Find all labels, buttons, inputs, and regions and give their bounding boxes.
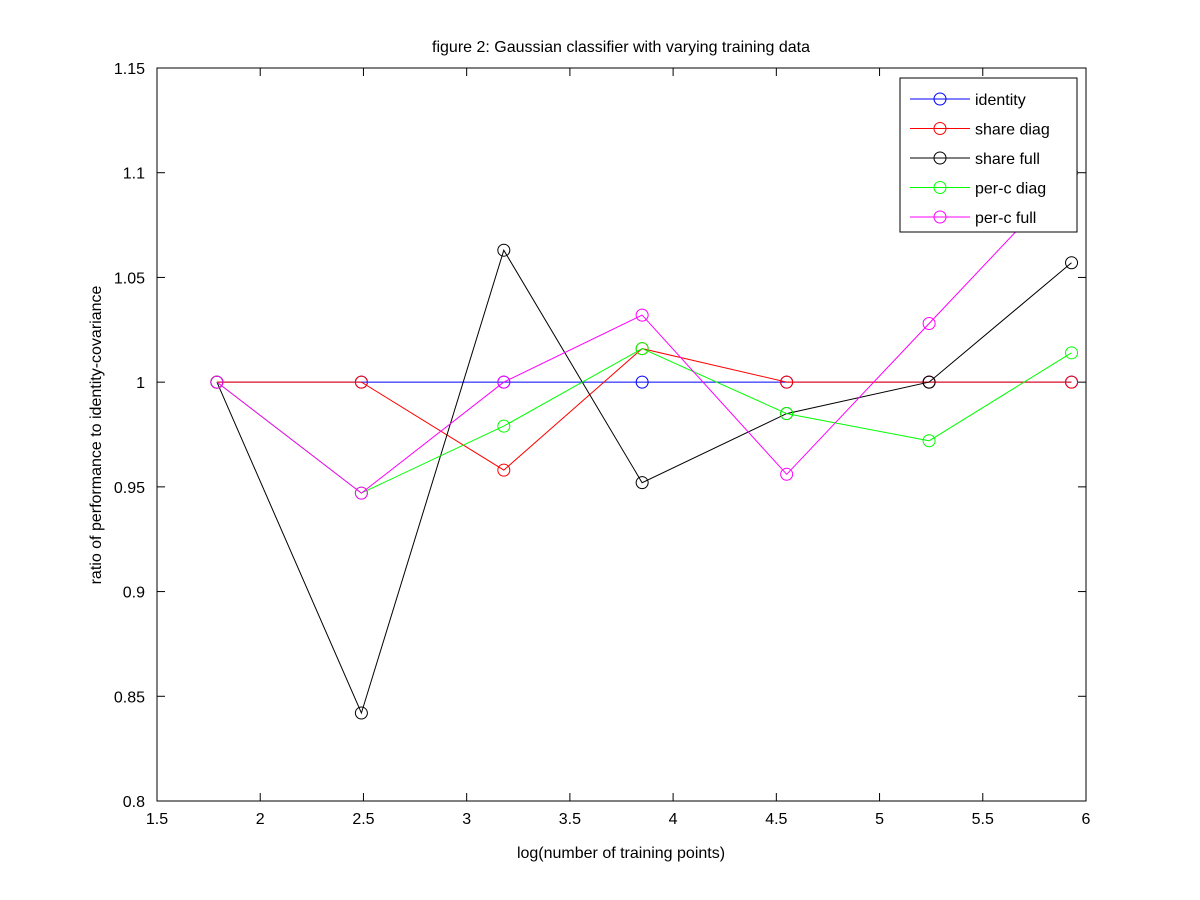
legend-label-identity: identity: [975, 92, 1026, 109]
y-tick-label: 0.85: [114, 689, 145, 706]
legend-box: [899, 77, 1078, 233]
x-tick-label: 1.5: [146, 811, 168, 828]
y-tick-label: 0.9: [123, 585, 145, 602]
series-line-per-c-full: [216, 172, 1072, 494]
legend-marker-share-full: [933, 151, 947, 165]
legend-marker-per-c-full: [933, 210, 947, 224]
legend-marker-share-diag: [933, 122, 947, 135]
x-tick-label: 3.5: [559, 811, 581, 828]
data-point-per-c-full: [354, 486, 368, 500]
series-line-share-full: [216, 248, 1072, 715]
x-tick-label: 6: [1082, 811, 1091, 828]
data-point-per-c-full: [635, 308, 649, 322]
x-axis: 1.5 2 2.5 3 3.5 4 4.5 5 5.5 6: [146, 68, 1091, 828]
data-point-per-c-diag: [497, 419, 511, 433]
data-point-share-diag: [354, 375, 368, 389]
data-point-share-full: [1065, 256, 1079, 270]
x-tick-label: 2.5: [352, 811, 374, 828]
data-point-per-c-diag: [635, 342, 649, 356]
data-point-share-full: [635, 476, 649, 490]
data-point-per-c-full: [210, 375, 224, 389]
y-tick-label: 1.1: [123, 166, 145, 183]
y-tick-label: 1.05: [114, 270, 145, 287]
data-point-share-full: [497, 243, 511, 257]
data-point-per-c-full: [780, 467, 794, 481]
x-axis-label: log(number of training points): [517, 845, 725, 862]
data-point-per-c-full: [497, 375, 511, 389]
y-axis: 0.8 0.85 0.9 0.95 1 1.05 1.1 1.15: [114, 61, 1086, 811]
legend-marker-identity: [933, 92, 947, 106]
series-layer: [210, 166, 1079, 720]
y-tick-label: 1: [136, 375, 145, 392]
data-point-identity: [635, 375, 649, 389]
legend-label-share-diag: share diag: [975, 122, 1050, 139]
legend-label-per-c-diag: per-c diag: [975, 181, 1046, 198]
data-point-share-full: [354, 706, 368, 720]
x-tick-label: 2: [256, 811, 265, 828]
y-tick-label: 0.8: [123, 794, 145, 811]
chart-title: figure 2: Gaussian classifier with varyi…: [432, 39, 810, 56]
legend-marker-per-c-diag: [933, 181, 947, 194]
x-tick-label: 5.5: [972, 811, 994, 828]
data-point-share-diag: [497, 463, 511, 477]
x-tick-label: 5: [875, 811, 884, 828]
legend-label-per-c-full: per-c full: [975, 210, 1036, 227]
data-point-per-c-diag: [922, 434, 936, 448]
data-point-per-c-diag: [780, 407, 794, 421]
y-axis-label: ratio of performance to identity-covaria…: [88, 285, 105, 584]
data-point-share-diag: [1065, 375, 1079, 389]
y-tick-label: 1.15: [114, 61, 145, 78]
data-point-share-full: [922, 375, 936, 389]
x-tick-label: 4: [669, 811, 678, 828]
legend-label-share-full: share full: [975, 151, 1040, 168]
legend: identity share diag share full per-c diag pe…: [899, 77, 1078, 233]
data-point-share-diag: [780, 375, 794, 389]
data-point-per-c-full: [922, 317, 936, 331]
y-tick-label: 0.95: [114, 480, 145, 497]
x-tick-label: 3: [462, 811, 471, 828]
x-tick-label: 4.5: [765, 811, 787, 828]
data-point-per-c-diag: [1065, 346, 1079, 360]
